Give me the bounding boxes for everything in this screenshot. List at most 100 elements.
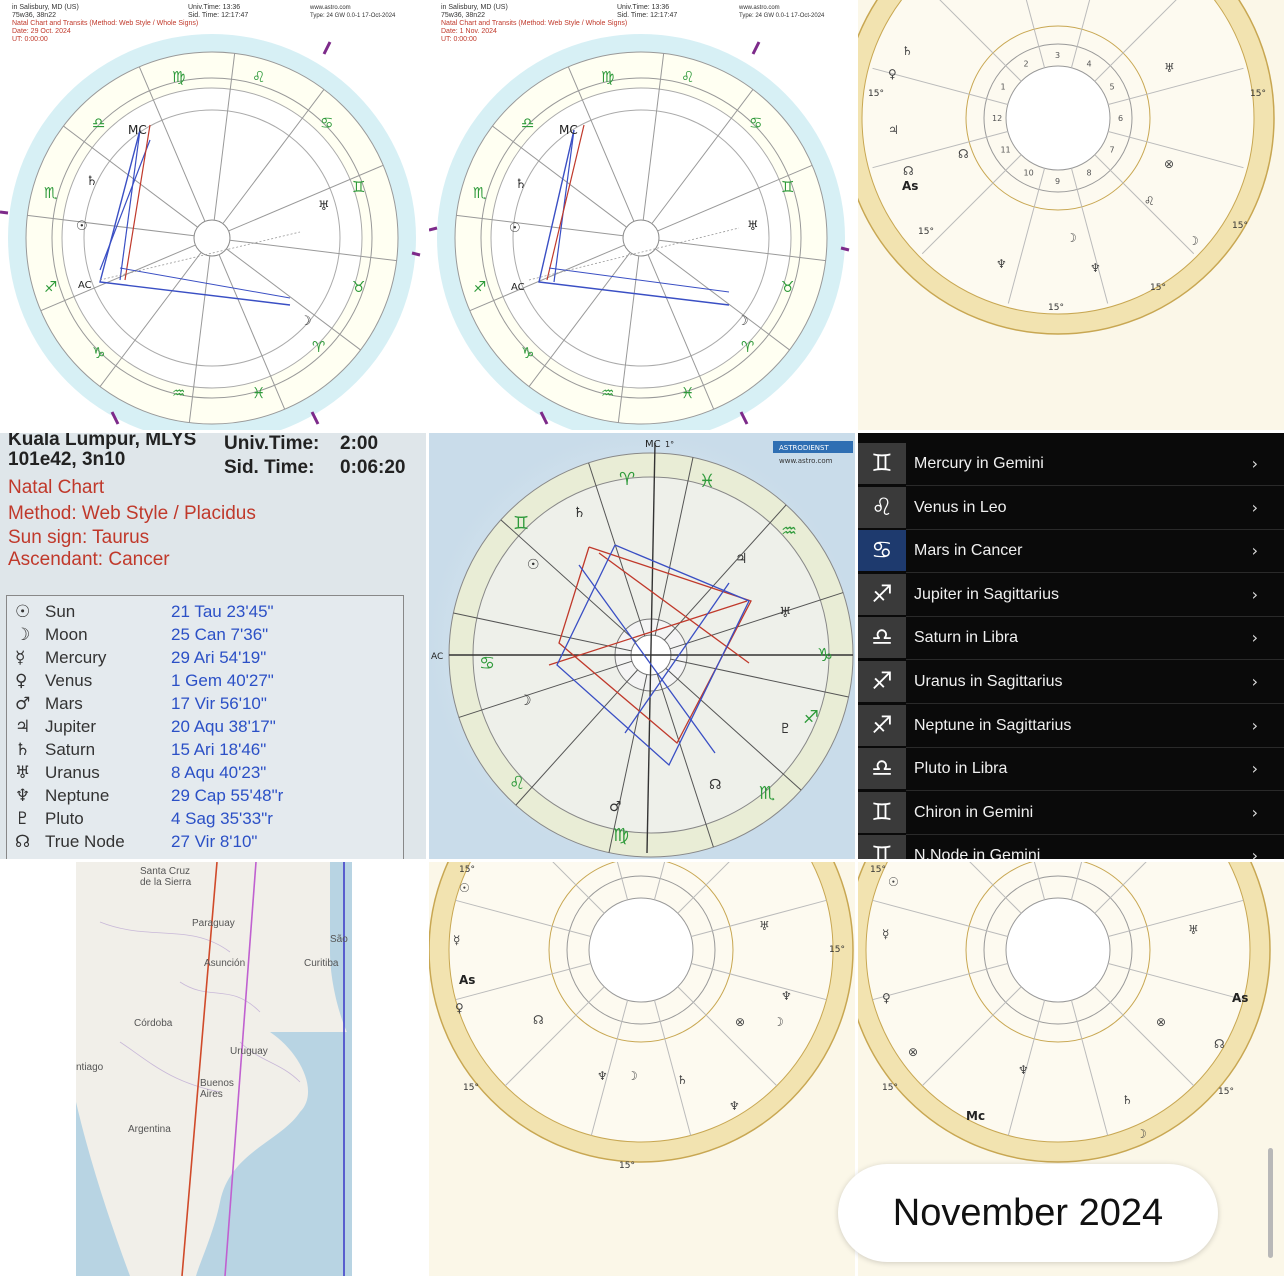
map-view [0, 862, 426, 1276]
planet-list-item[interactable]: ♐ Uranus in Sagittarius › [858, 661, 1284, 704]
natal-method: Method: Web Style / Placidus [8, 503, 256, 524]
planet-name: True Node [45, 832, 125, 851]
svg-text:♅: ♅ [318, 199, 330, 214]
chevron-right-icon: › [1251, 628, 1258, 648]
planet-list-item[interactable]: ♊ N.Node in Gemini › [858, 835, 1284, 859]
chevron-right-icon: › [1251, 497, 1258, 517]
planet-name: Sun [45, 602, 76, 621]
chevron-right-icon: › [1251, 715, 1258, 735]
venus-glyph-icon: ♀ [15, 671, 28, 691]
natal-chart-title: Natal Chart [8, 477, 105, 498]
planet-list-label: Mars in Cancer [914, 542, 1023, 560]
gallery-photo-chart-screen[interactable]: MC 1° AC ASTRODIENST www.astro.com ♓ ♒ ♑ ♐… [429, 433, 855, 859]
chart-coords: 75w36, 38n22 [441, 12, 485, 19]
planet-position: 1 Gem 40'27" [171, 671, 274, 690]
map-place-label: Curitiba [304, 958, 339, 969]
map-place-label: São [330, 934, 348, 945]
natal-univ-label: Univ.Time: [224, 433, 320, 454]
natal-univ-value: 2:00 [340, 433, 379, 454]
svg-text:⊗: ⊗ [1164, 157, 1174, 171]
planet-position: 29 Ari 54'19" [171, 648, 267, 667]
svg-text:♈: ♈ [619, 469, 635, 490]
chart-type-text: Type: 24 GW 0.0-1 17-Oct-2024 [739, 13, 825, 19]
mercury-glyph-icon: ☿ [15, 648, 26, 668]
svg-text:☉: ☉ [76, 219, 88, 234]
svg-text:♒: ♒ [172, 384, 185, 402]
svg-text:♅: ♅ [1164, 61, 1175, 75]
svg-text:♀: ♀ [455, 1001, 464, 1015]
svg-text:♆: ♆ [597, 1069, 608, 1083]
svg-text:15°: 15° [870, 865, 886, 875]
libra-icon: ♎ [858, 617, 906, 659]
svg-text:☉: ☉ [527, 557, 540, 573]
planet-name: Neptune [45, 786, 110, 805]
planet-list-item[interactable]: ♐ Jupiter in Sagittarius › [858, 573, 1284, 617]
svg-text:♏: ♏ [473, 184, 487, 202]
planet-name: Saturn [45, 740, 96, 759]
gallery-photo-astrocartography-map[interactable]: Santa Cruz de la Sierra Paraguay Asunción C… [0, 862, 426, 1276]
planet-list-item[interactable]: ♎ Saturn in Libra › [858, 617, 1284, 661]
svg-text:☉: ☉ [459, 881, 470, 895]
chart-univ-time: Univ.Time: 13:36 [188, 4, 241, 11]
gallery-photo-natal-data-table[interactable]: Kuala Lumpur, MLYS 101e42, 3n10 Univ.Tim… [0, 433, 426, 859]
sagittarius-icon: ♐ [858, 661, 906, 702]
svg-text:♌: ♌ [681, 68, 694, 86]
svg-text:☊: ☊ [903, 164, 914, 178]
svg-text:15°: 15° [1048, 303, 1064, 313]
planet-list-label: Uranus in Sagittarius [914, 673, 1063, 690]
planet-list-item[interactable]: ♐ Neptune in Sagittarius › [858, 704, 1284, 748]
planet-list-item[interactable]: ♋ Mars in Cancer › [858, 530, 1284, 574]
planet-list-item[interactable]: ♊ Chiron in Gemini › [858, 791, 1284, 835]
svg-text:♃: ♃ [888, 123, 899, 137]
divider [906, 572, 1284, 574]
svg-text:♓: ♓ [681, 384, 694, 402]
chart-wheel-1: MC AC ♍ ♌ ♋ ♊ ♉ ♈ ♓ ♒ ♑ ♐ ♏ ♎ ☉ ♄ ☽ ♅ [0, 34, 421, 430]
chart-ut: UT: 0:00:00 [12, 36, 48, 43]
planet-row: ☿ Mercury 29 Ari 54'19" [7, 648, 403, 671]
house-number: 8 [1087, 169, 1092, 178]
gallery-photo-app-chart-wheel-1[interactable]: ♄ ♀ ♃ ☊ ☊ ♅ ⊗ ♌ ☽ ♆ ♆ ☽ As 15° 15° 15° 15° 15° 1… [858, 0, 1284, 430]
chart-type-text: Type: 24 GW 0.0-1 17-Oct-2024 [310, 13, 396, 19]
svg-text:☽: ☽ [1136, 1127, 1147, 1141]
gallery-photo-natal-transit-chart-nov[interactable]: in Salisbury, MD (US) 75w36, 38n22 Natal… [429, 0, 855, 430]
asc-label: AC [78, 280, 92, 291]
map-place-label: Buenos Aires [200, 1078, 234, 1100]
svg-text:♐: ♐ [803, 707, 819, 728]
chart-location: in Salisbury, MD (US) [441, 4, 508, 11]
chart-sid-time: Sid. Time: 12:17:47 [188, 12, 249, 19]
app-wheel: As Mc ☉ ☿ ♀ ⊗ ♅ ⊗ ☊ ♆ ♄ ☽ 15° 15° 15° [858, 862, 1271, 1163]
divider [906, 528, 1284, 530]
planet-list-item[interactable]: ♌ Venus in Leo › [858, 486, 1284, 530]
divider [906, 659, 1284, 661]
svg-text:♉: ♉ [781, 278, 794, 296]
gallery-photo-natal-transit-chart-oct[interactable]: in Salisbury, MD (US) 75w36, 38n22 Natal… [0, 0, 426, 430]
leo-icon: ♌ [858, 486, 906, 528]
planet-list-item[interactable]: ♊ Mercury in Gemini › [858, 443, 1284, 486]
libra-icon: ♎ [858, 748, 906, 790]
gallery-scrollbar[interactable] [1268, 1148, 1273, 1258]
svg-text:☽: ☽ [1188, 234, 1199, 248]
gallery-photo-planet-list[interactable]: ♊ Mercury in Gemini › ♌ Venus in Leo › ♋ Mars i… [858, 433, 1284, 859]
natal-sun-sign: Sun sign: Taurus [8, 527, 150, 548]
month-label-pill[interactable]: November 2024 [838, 1164, 1218, 1262]
uranus-glyph-icon: ♅ [15, 763, 31, 783]
divider [906, 746, 1284, 748]
svg-text:15°: 15° [1232, 221, 1248, 231]
planet-name: Mercury [45, 648, 107, 667]
chevron-right-icon: › [1251, 759, 1258, 779]
cancer-icon: ♋ [858, 530, 906, 572]
gallery-photo-app-chart-wheel-2[interactable]: As ☉ ☿ ♀ ☊ ♅ ⊗ ☽ ♆ ♆ ☽ ♄ ♆ 15° 15° 15° 15° [429, 862, 855, 1276]
planet-position: 8 Aqu 40'23" [171, 763, 267, 782]
natal-coords: 101e42, 3n10 [8, 449, 126, 470]
svg-text:♅: ♅ [1188, 923, 1199, 937]
planet-name: Moon [45, 625, 88, 644]
asc-label: AC [431, 652, 443, 662]
svg-text:15°: 15° [619, 1161, 635, 1171]
house-number: 12 [992, 114, 1002, 123]
planet-list-item[interactable]: ♎ Pluto in Libra › [858, 748, 1284, 792]
svg-text:15°: 15° [1250, 89, 1266, 99]
house-number: 4 [1087, 59, 1092, 68]
svg-text:☽: ☽ [519, 693, 532, 709]
svg-text:☉: ☉ [509, 221, 521, 236]
svg-text:♓: ♓ [699, 471, 715, 492]
